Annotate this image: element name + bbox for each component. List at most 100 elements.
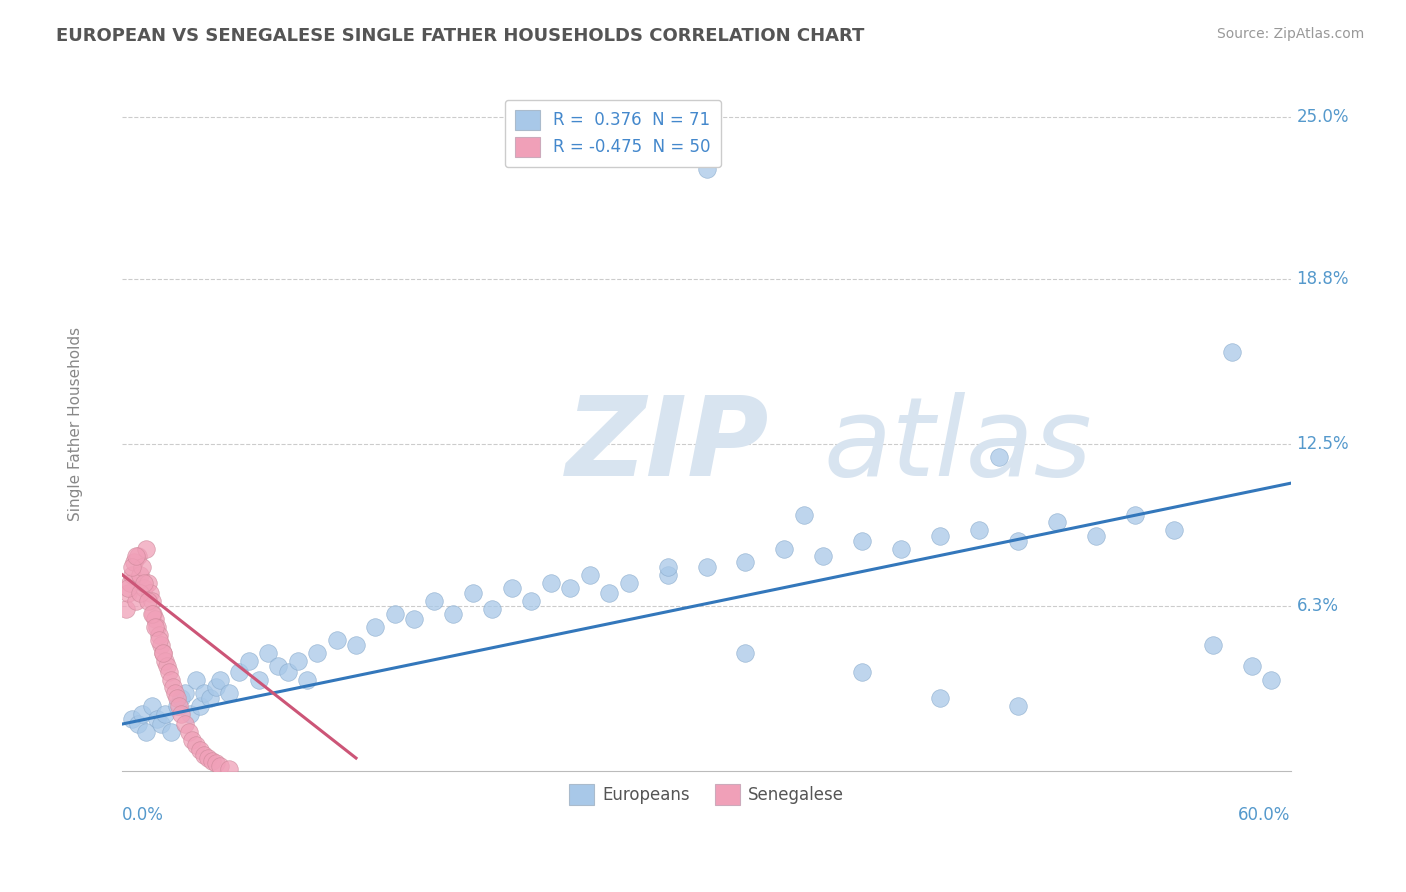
Point [117, 586, 139, 600]
Text: atlas: atlas [824, 392, 1092, 499]
Point [166, 698, 188, 713]
Point [115, 602, 138, 616]
Text: ZIP: ZIP [567, 392, 770, 499]
Point [163, 685, 186, 699]
Point [734, 646, 756, 660]
Point [173, 685, 195, 699]
Text: EUROPEAN VS SENEGALESE SINGLE FATHER HOUSEHOLDS CORRELATION CHART: EUROPEAN VS SENEGALESE SINGLE FATHER HOU… [56, 27, 865, 45]
Point [247, 673, 270, 687]
Point [208, 759, 231, 773]
Point [186, 738, 208, 752]
Point [481, 602, 503, 616]
Point [128, 586, 150, 600]
Point [141, 594, 163, 608]
Point [132, 575, 155, 590]
Point [578, 567, 600, 582]
Point [598, 586, 620, 600]
Point [186, 673, 208, 687]
Point [121, 712, 143, 726]
Point [851, 665, 873, 679]
Point [325, 633, 347, 648]
Point [127, 549, 149, 564]
Text: 25.0%: 25.0% [1296, 108, 1350, 126]
Point [1007, 698, 1029, 713]
Point [152, 646, 174, 660]
Point [560, 581, 582, 595]
Point [146, 620, 169, 634]
Point [657, 567, 679, 582]
Point [166, 690, 188, 705]
Point [148, 628, 170, 642]
Point [1007, 533, 1029, 548]
Text: Source: ZipAtlas.com: Source: ZipAtlas.com [1216, 27, 1364, 41]
Point [145, 620, 167, 634]
Point [127, 717, 149, 731]
Point [404, 612, 426, 626]
Point [929, 690, 952, 705]
Point [218, 685, 240, 699]
Point [344, 639, 367, 653]
Point [181, 732, 204, 747]
Point [734, 555, 756, 569]
Text: 6.3%: 6.3% [1296, 598, 1339, 615]
Point [1202, 639, 1225, 653]
Point [125, 549, 148, 564]
Point [929, 528, 952, 542]
Point [851, 533, 873, 548]
Point [204, 756, 226, 771]
Point [1260, 673, 1282, 687]
Point [121, 567, 143, 582]
Point [170, 690, 193, 705]
Point [157, 665, 180, 679]
Point [131, 560, 153, 574]
Point [967, 524, 990, 538]
Legend: Europeans, Senegalese: Europeans, Senegalese [562, 778, 851, 812]
Point [125, 594, 148, 608]
Text: Single Father Households: Single Father Households [67, 327, 83, 521]
Point [1085, 528, 1108, 542]
Point [1220, 345, 1243, 359]
Point [1046, 516, 1069, 530]
Point [208, 673, 231, 687]
Point [128, 567, 150, 582]
Point [117, 581, 139, 595]
Point [156, 659, 179, 673]
Point [136, 594, 159, 608]
Point [501, 581, 523, 595]
Point [287, 654, 309, 668]
Point [135, 541, 157, 556]
Point [152, 646, 174, 660]
Point [204, 681, 226, 695]
Point [179, 706, 201, 721]
Point [153, 706, 176, 721]
Point [696, 162, 718, 177]
Point [441, 607, 464, 621]
Point [193, 748, 215, 763]
Text: 12.5%: 12.5% [1296, 435, 1350, 453]
Point [132, 581, 155, 595]
Point [146, 712, 169, 726]
Point [160, 673, 183, 687]
Point [307, 646, 329, 660]
Point [461, 586, 484, 600]
Point [277, 665, 299, 679]
Point [238, 654, 260, 668]
Point [617, 575, 640, 590]
Point [540, 575, 562, 590]
Point [131, 706, 153, 721]
Point [423, 594, 446, 608]
Point [657, 560, 679, 574]
Point [150, 717, 173, 731]
Point [160, 724, 183, 739]
Point [135, 724, 157, 739]
Point [198, 690, 221, 705]
Point [696, 560, 718, 574]
Point [773, 541, 796, 556]
Point [1240, 659, 1263, 673]
Point [141, 698, 163, 713]
Point [793, 508, 815, 522]
Point [150, 639, 173, 653]
Point [201, 754, 224, 768]
Point [267, 659, 290, 673]
Point [188, 698, 211, 713]
